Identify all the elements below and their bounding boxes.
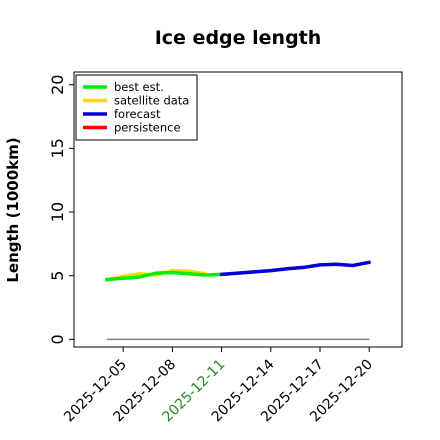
y-tick-label: 15 xyxy=(48,138,67,158)
y-tick-label: 5 xyxy=(48,271,67,281)
series-line-best-est- xyxy=(105,270,224,282)
series-line-satellite-data xyxy=(105,268,207,282)
legend: best est.satellite dataforecastpersisten… xyxy=(75,74,198,141)
y-tick-label: 10 xyxy=(48,202,67,222)
chart-title: Ice edge length xyxy=(155,27,322,49)
plot-frame xyxy=(73,71,403,348)
y-axis-label: Length (1000km) xyxy=(4,137,22,282)
legend-label: persistence xyxy=(114,121,181,135)
y-tick-label: 20 xyxy=(48,75,67,95)
legend-label: forecast xyxy=(114,107,161,121)
y-tick-label: 0 xyxy=(48,334,67,344)
legend-label: satellite data xyxy=(114,94,189,108)
series-line-forecast xyxy=(219,260,371,277)
legend-label: best est. xyxy=(114,80,164,94)
